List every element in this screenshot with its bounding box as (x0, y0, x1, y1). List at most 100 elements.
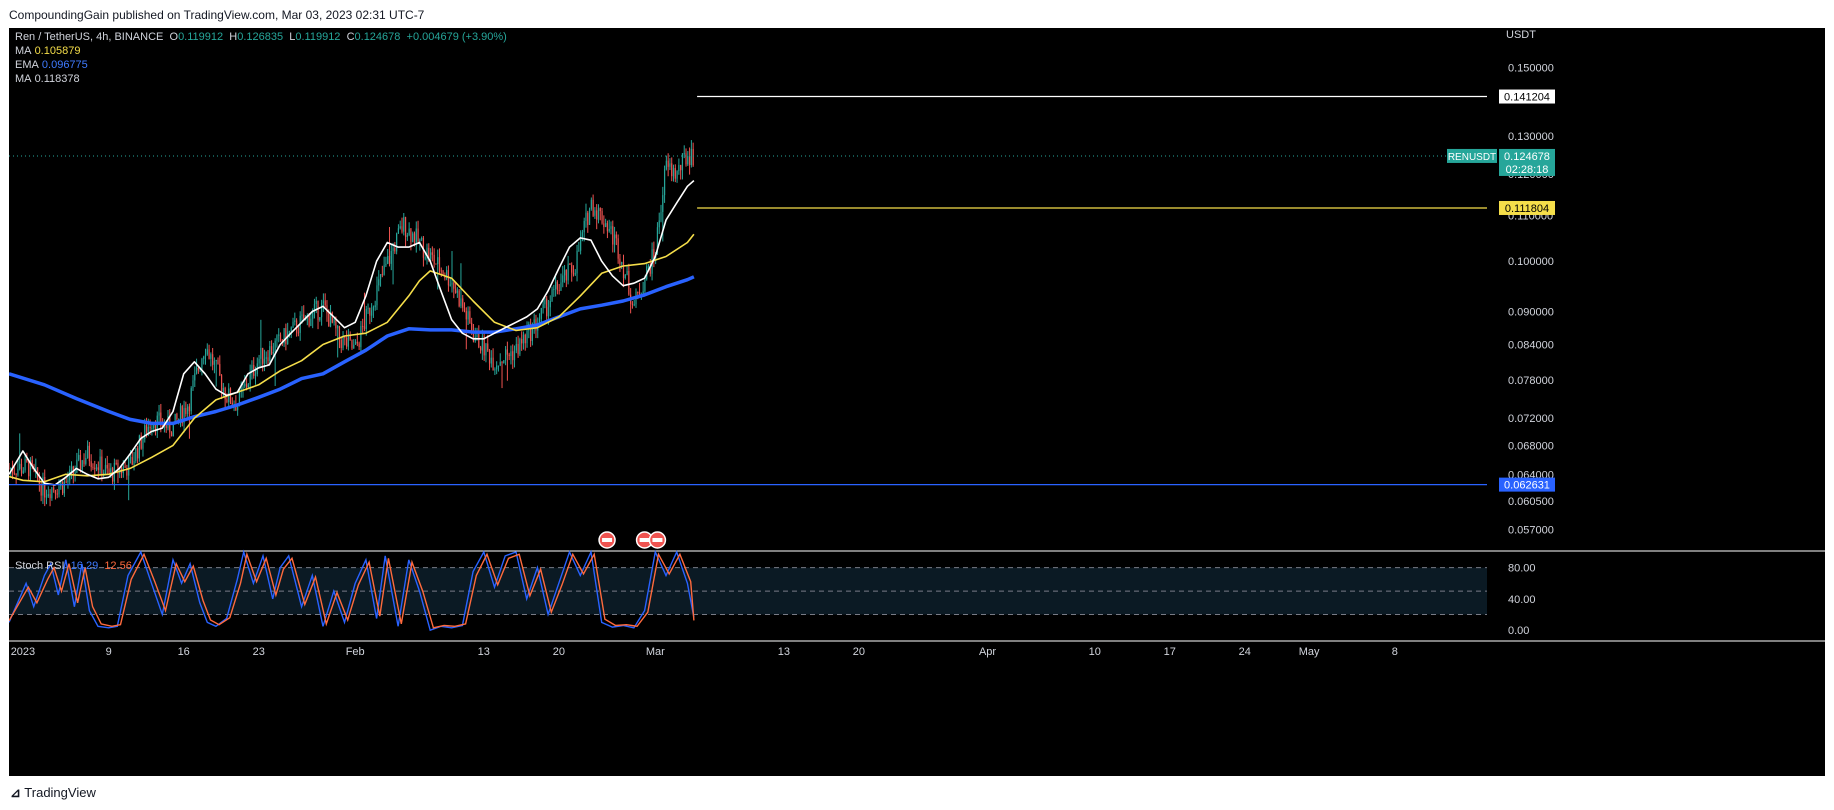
candle-body (363, 326, 366, 329)
time-tick-label: 13 (478, 646, 490, 658)
candle-body (115, 462, 117, 464)
candle-body (487, 343, 489, 351)
candle-body (540, 308, 542, 319)
candle-body (376, 285, 378, 306)
candle-body (65, 481, 67, 483)
ma-fast-line[interactable] (9, 179, 695, 486)
candle-body (183, 408, 185, 424)
candle-body (583, 220, 585, 233)
candle-body (503, 360, 505, 364)
candle-body (506, 349, 508, 355)
candle-body (126, 467, 128, 476)
candle-body (580, 237, 582, 251)
candle-body (547, 307, 550, 317)
candle-body (530, 323, 532, 342)
candle-body (201, 358, 203, 369)
stoch-legend[interactable]: Stoch RSI 16.29 12.56 (15, 560, 132, 572)
candle-body (685, 153, 687, 165)
candle-body (212, 354, 214, 365)
candle-body (687, 156, 689, 165)
candle-body (410, 228, 412, 242)
ma-slow-line[interactable] (9, 233, 695, 483)
candle-body (672, 168, 675, 177)
candle-body (142, 439, 144, 449)
candle-body (206, 349, 208, 355)
candle-body (40, 484, 42, 496)
chart-frame[interactable]: USDT0.1500000.1300000.1200000.1100000.10… (9, 28, 1825, 776)
candle-body (235, 404, 237, 411)
candle-body (92, 467, 94, 469)
candle-body (378, 279, 380, 286)
candle-body (74, 472, 76, 475)
tradingview-logo[interactable]: ⊿ TradingView (10, 785, 96, 801)
stoch-d-line[interactable] (9, 551, 695, 629)
candle-body (33, 465, 35, 470)
candle-body (571, 264, 573, 273)
candle-body (172, 424, 174, 437)
current-price-badge[interactable] (1499, 148, 1555, 176)
time-tick-label: Feb (346, 646, 365, 658)
candle-body (599, 208, 601, 212)
candle-body (401, 226, 403, 232)
candle-body (479, 347, 482, 351)
candle-body (279, 334, 282, 341)
price-label-text: 0.141204 (1504, 92, 1550, 104)
candle-body (601, 211, 603, 224)
time-tick-label: 23 (253, 646, 265, 658)
candle-body (462, 298, 464, 308)
candle-body (367, 308, 369, 310)
candle-body (29, 460, 32, 477)
candle-body (301, 314, 303, 316)
candle-body (667, 160, 669, 167)
candle-body (453, 282, 455, 289)
candle-body (374, 305, 376, 308)
candle-body (608, 228, 610, 232)
candle-body (220, 375, 223, 391)
chart-canvas[interactable]: USDT0.1500000.1300000.1200000.1100000.10… (9, 28, 1825, 776)
time-tick-label: 16 (178, 646, 190, 658)
price-tick-label: 0.072000 (1508, 413, 1554, 425)
candle-body (678, 165, 680, 172)
candle-body (153, 424, 155, 429)
close-value: 0.124678 (354, 31, 401, 43)
candle-body (412, 233, 414, 242)
price-tick-label: 0.150000 (1508, 63, 1554, 75)
ema-line[interactable] (9, 275, 695, 426)
candle-body (469, 311, 471, 323)
candle-body (562, 275, 564, 283)
candle-body (86, 445, 89, 459)
ma-slow-legend[interactable]: MA 0.118378 (15, 73, 80, 85)
candle-body (147, 426, 149, 436)
candle-body (110, 468, 112, 473)
candle-body (674, 168, 676, 179)
candle-body (106, 464, 108, 469)
currency-label: USDT (1506, 29, 1536, 41)
candle-body (272, 351, 274, 354)
candle-body (576, 250, 578, 274)
candle-body (10, 468, 12, 470)
candle-body (680, 165, 682, 171)
candle-body (267, 357, 269, 362)
ema-legend[interactable]: EMA 0.096775 (15, 59, 88, 71)
candle-body (403, 217, 405, 232)
candle-body (605, 223, 607, 227)
candle-body (160, 412, 162, 426)
candle-body (179, 406, 182, 419)
candle-body (321, 303, 323, 318)
candle-body (297, 332, 299, 334)
candle-body (653, 249, 655, 259)
ma-fast-legend[interactable]: MA 0.105879 (15, 45, 80, 57)
candle-body (544, 298, 546, 305)
candle-body (394, 248, 396, 252)
candle-body (483, 336, 485, 356)
stoch-tick-label: 40.00 (1508, 594, 1536, 606)
candle-body (569, 263, 571, 265)
stoch-k-line[interactable] (9, 549, 695, 632)
candle-body (494, 369, 496, 371)
candle-body (588, 208, 591, 225)
candle-body (108, 468, 110, 473)
candle-body (521, 339, 523, 344)
candle-body (70, 466, 73, 470)
symbol-label[interactable]: Ren / TetherUS, 4h, BINANCE (15, 31, 164, 43)
candle-body (203, 356, 205, 359)
